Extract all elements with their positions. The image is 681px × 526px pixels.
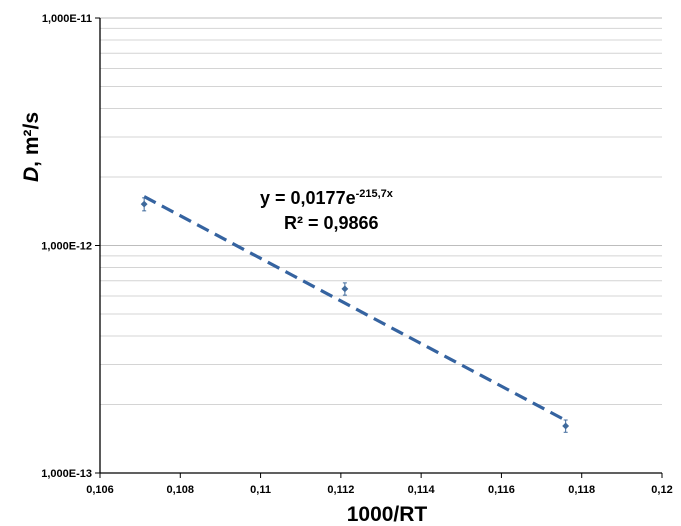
trendline-equation: y = 0,0177e-215,7x bbox=[260, 188, 394, 208]
x-tick-labels: 0,106 0,108 0,11 0,112 0,114 0,116 0,118 0,12 bbox=[86, 484, 672, 496]
y-tick-label: 1,000E-11 bbox=[42, 13, 92, 25]
x-tick-label: 0,116 bbox=[488, 484, 515, 496]
data-marker bbox=[140, 200, 148, 208]
y-tick-label: 1,000E-12 bbox=[41, 241, 92, 253]
x-tick-label: 0,112 bbox=[327, 484, 354, 496]
x-tick-label: 0,106 bbox=[86, 484, 114, 496]
y-axis-label-unit: , m²/s bbox=[20, 112, 43, 167]
data-marker bbox=[562, 422, 570, 430]
trendline-r2: R² = 0,9866 bbox=[284, 213, 379, 233]
x-tick-label: 0,11 bbox=[250, 484, 271, 496]
data-marker bbox=[341, 285, 349, 293]
x-tick-label: 0,12 bbox=[651, 484, 672, 496]
y-tick-label: 1,000E-13 bbox=[41, 468, 92, 480]
x-tick-label: 0,118 bbox=[568, 484, 595, 496]
data-points bbox=[140, 197, 570, 433]
x-axis-label: 1000/RT bbox=[347, 503, 428, 526]
data-point bbox=[562, 419, 570, 433]
axes bbox=[95, 17, 663, 478]
data-point bbox=[140, 197, 148, 212]
y-tick-labels: 1,000E-13 1,000E-12 1,000E-11 bbox=[41, 13, 92, 480]
y-axis-label: D, m²/s bbox=[20, 112, 43, 182]
x-tick-label: 0,108 bbox=[167, 484, 195, 496]
y-axis-label-variable: D bbox=[20, 167, 43, 182]
data-point bbox=[341, 282, 349, 296]
grid-lines bbox=[100, 17, 662, 474]
x-tick-label: 0,114 bbox=[408, 484, 436, 496]
